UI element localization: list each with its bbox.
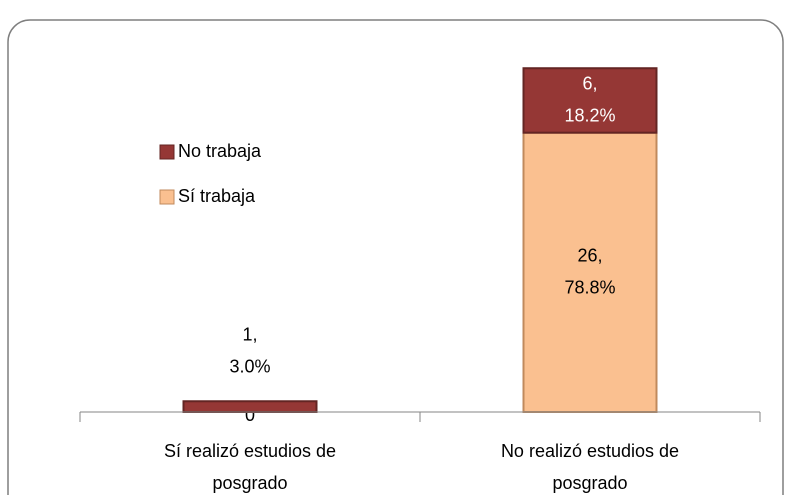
x-tick-label: No realizó estudios de posgrado <box>501 441 679 493</box>
data-label: 26, 78.8% <box>564 245 615 297</box>
bar-segment <box>522 131 658 414</box>
legend-label: No trabaja <box>178 141 262 161</box>
legend-label: Sí trabaja <box>178 186 256 206</box>
legend-swatch <box>159 144 175 160</box>
data-label: 6, 18.2% <box>564 73 615 125</box>
bar-segment <box>182 400 318 413</box>
x-tick-label: Sí realizó estudios de posgrado <box>164 441 336 493</box>
bar-segment <box>522 67 658 134</box>
data-label: 0 <box>245 405 255 425</box>
chart-frame <box>7 19 784 500</box>
data-label: 1, 3.0% <box>229 324 270 376</box>
legend-swatch <box>159 189 175 205</box>
